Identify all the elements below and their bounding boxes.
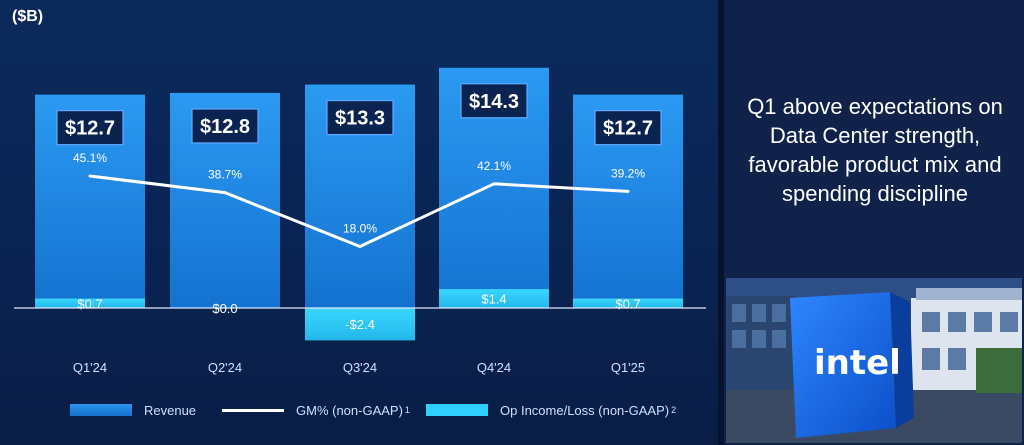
revenue-value-box bbox=[460, 83, 528, 119]
op-income-bar bbox=[305, 308, 415, 341]
headline: Q1 above expectations on Data Center str… bbox=[747, 94, 1003, 206]
op-income-value-label: $0.0 bbox=[212, 301, 237, 316]
op-income-value-label: $0.7 bbox=[77, 296, 102, 311]
gm-value-label: 38.7% bbox=[208, 168, 242, 182]
revenue-value-box bbox=[594, 110, 662, 146]
revenue-value-label: $13.3 bbox=[335, 108, 385, 130]
op-income-value-label: $0.7 bbox=[615, 296, 640, 311]
revenue-value-label: $12.7 bbox=[65, 118, 115, 140]
legend-op-footnote: 2 bbox=[671, 405, 677, 415]
revenue-value-label: $12.7 bbox=[603, 118, 653, 140]
gm-point bbox=[492, 182, 496, 186]
legend-gm-swatch bbox=[222, 408, 284, 412]
legend-revenue-swatch bbox=[70, 404, 132, 416]
category-label: Q3'24 bbox=[343, 360, 377, 375]
category-label: Q2'24 bbox=[208, 360, 242, 375]
category-label: Q4'24 bbox=[477, 360, 511, 375]
gm-value-label: 18.0% bbox=[343, 221, 377, 235]
legend-op: Op Income/Loss (non-GAAP) 2 bbox=[426, 398, 676, 422]
revenue-value-label: $14.3 bbox=[469, 91, 519, 113]
gm-point bbox=[88, 174, 92, 178]
legend-op-label: Op Income/Loss (non-GAAP) bbox=[500, 402, 670, 418]
gm-point bbox=[358, 244, 362, 248]
op-income-value-label: $1.4 bbox=[481, 292, 506, 307]
intel-building-photo: intel bbox=[726, 278, 1022, 443]
op-income-bar bbox=[35, 298, 145, 308]
legend-op-swatch bbox=[426, 404, 488, 416]
gm-point bbox=[626, 189, 630, 193]
revenue-value-box bbox=[56, 110, 124, 146]
legend-gm-label: GM% (non-GAAP) bbox=[296, 402, 403, 418]
revenue-value-box bbox=[326, 99, 394, 136]
op-income-bar bbox=[573, 298, 683, 308]
revenue-value-label: $12.8 bbox=[200, 116, 250, 138]
op-income-bar bbox=[439, 289, 549, 308]
gm-value-label: 42.1% bbox=[477, 159, 511, 173]
gm-value-label: 39.2% bbox=[611, 166, 645, 180]
gm-point bbox=[223, 191, 227, 195]
legend-gm-footnote: 1 bbox=[404, 405, 410, 415]
unit-label: ($B) bbox=[12, 8, 44, 25]
intel-logo-text: intel bbox=[814, 343, 901, 383]
legend-gm: GM% (non-GAAP) 1 bbox=[222, 398, 410, 422]
category-label: Q1'25 bbox=[611, 360, 645, 375]
legend-revenue: Revenue bbox=[70, 398, 196, 422]
gm-value-label: 45.1% bbox=[73, 151, 107, 165]
chart: $12.7 $12.8 $13.3 $14.3 $12.7 Q1'24 Q2'24 Q3'2… bbox=[14, 67, 706, 375]
revenue-value-box bbox=[191, 108, 259, 144]
op-income-value-label: -$2.4 bbox=[345, 317, 375, 332]
legend-revenue-label: Revenue bbox=[144, 402, 197, 418]
photo-illustration: intel bbox=[726, 278, 1022, 443]
category-label: Q1'24 bbox=[73, 360, 107, 375]
